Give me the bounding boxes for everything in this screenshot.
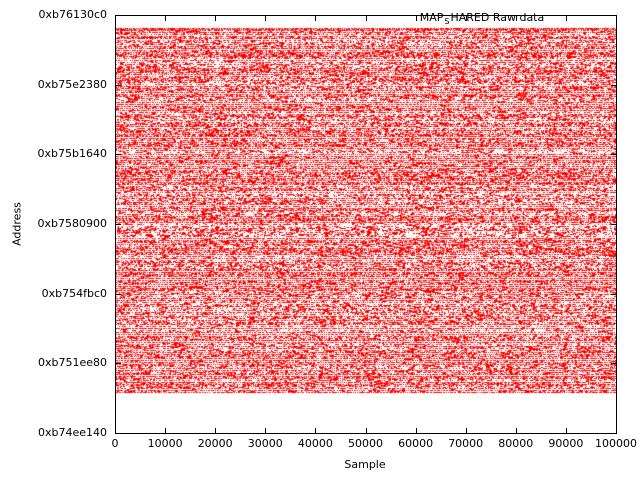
x-tick (365, 428, 367, 433)
x-tick (465, 428, 467, 433)
x-tick (565, 428, 567, 433)
legend-title-suffix: HARED Raw data (450, 11, 545, 24)
x-tick-label: 10000 (147, 437, 183, 450)
y-tick-label: 0xb754fbc0 (41, 286, 107, 300)
y-tick-label: 0xb751ee80 (37, 356, 107, 370)
x-tick-mirror (415, 16, 417, 21)
y-tick-mirror (611, 15, 616, 16)
x-tick (115, 428, 116, 433)
y-tick-mirror (611, 224, 616, 225)
x-tick-mirror (616, 16, 617, 21)
y-tick-label: 0xb76130c0 (38, 8, 107, 21)
x-tick-label: 90000 (548, 437, 584, 450)
x-tick-label: 20000 (197, 437, 233, 450)
y-tick (116, 84, 121, 86)
x-tick (515, 428, 517, 433)
x-tick-mirror (515, 16, 517, 21)
x-tick (315, 428, 317, 433)
legend-title-subscript: S (444, 17, 450, 26)
x-tick-mirror (465, 16, 467, 21)
y-tick (116, 363, 121, 365)
x-tick (265, 428, 267, 433)
y-tick (116, 154, 121, 156)
y-tick (116, 15, 121, 16)
x-tick-mirror (265, 16, 267, 21)
y-tick-mirror (611, 363, 616, 365)
x-tick (616, 428, 617, 433)
y-tick-mirror (611, 84, 616, 86)
x-tick-mirror (215, 16, 217, 21)
legend-title: MAPSHARED Raw data (362, 11, 602, 26)
x-tick-label: 100000 (595, 437, 637, 450)
x-tick-mirror (565, 16, 567, 21)
x-tick (215, 428, 217, 433)
x-tick-mirror (165, 16, 167, 21)
y-tick (116, 224, 121, 225)
x-tick-mirror (315, 16, 317, 21)
y-tick-mirror (611, 433, 616, 434)
x-tick-label: 80000 (498, 437, 534, 450)
x-tick-label: 40000 (297, 437, 333, 450)
y-tick-label: 0xb74ee140 (37, 426, 107, 439)
x-tick-mirror (365, 16, 367, 21)
y-tick (116, 293, 121, 295)
x-axis-title: Sample (344, 458, 386, 471)
y-tick-label: 0xb75e2380 (37, 77, 107, 91)
plot-border (115, 15, 617, 434)
scatter-points-canvas (116, 16, 616, 432)
y-tick-label: 0xb7580900 (37, 217, 107, 230)
x-tick (165, 428, 167, 433)
legend-title-prefix: MAP (419, 11, 444, 24)
x-tick-label: 30000 (247, 437, 283, 450)
y-tick-label: 0xb75b1640 (37, 147, 107, 161)
y-tick-mirror (611, 154, 616, 156)
y-tick (116, 433, 121, 434)
x-tick-label: 0 (111, 437, 119, 450)
x-tick-label: 50000 (348, 437, 383, 450)
x-tick-mirror (115, 16, 116, 21)
x-tick-label: 70000 (448, 437, 484, 450)
x-tick-label: 60000 (398, 437, 434, 450)
y-tick-mirror (611, 293, 616, 295)
y-axis-title: Address (10, 202, 24, 246)
x-tick (415, 428, 417, 433)
